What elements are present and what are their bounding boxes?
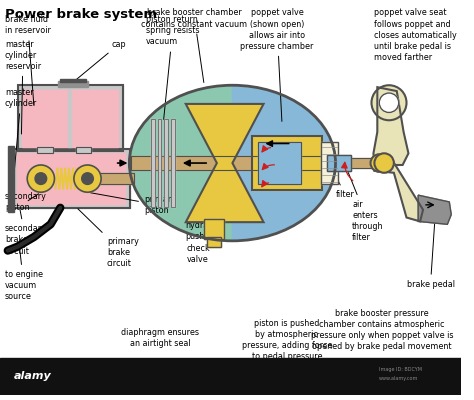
- Bar: [8, 146, 14, 212]
- Text: brake fluid
in reservoir: brake fluid in reservoir: [5, 15, 51, 105]
- Text: brake booster chamber
contains constant vacuum: brake booster chamber contains constant …: [141, 8, 247, 82]
- Text: secondary
brake
circuit: secondary brake circuit: [5, 210, 47, 256]
- Bar: [18, 85, 123, 151]
- Bar: [252, 136, 322, 190]
- Bar: [327, 155, 351, 171]
- Bar: [207, 237, 221, 247]
- Bar: [204, 220, 224, 239]
- Bar: [164, 119, 168, 207]
- Bar: [252, 136, 322, 190]
- Bar: [12, 150, 130, 208]
- Circle shape: [374, 153, 394, 173]
- Bar: [131, 156, 345, 170]
- Circle shape: [74, 165, 101, 192]
- Circle shape: [27, 165, 55, 192]
- Bar: [151, 119, 155, 207]
- Text: to engine
vacuum
source: to engine vacuum source: [5, 250, 43, 301]
- Bar: [157, 119, 162, 207]
- Text: Power brake system: Power brake system: [5, 8, 157, 22]
- Bar: [321, 142, 338, 184]
- Circle shape: [35, 173, 46, 184]
- Bar: [157, 119, 162, 207]
- Bar: [204, 220, 224, 239]
- Bar: [0, 358, 461, 394]
- Circle shape: [379, 93, 399, 112]
- Text: www.alamy.com: www.alamy.com: [379, 376, 419, 382]
- Text: check
valve: check valve: [187, 234, 212, 264]
- Bar: [58, 81, 88, 87]
- Text: secondary
piston: secondary piston: [5, 192, 47, 212]
- Text: hydraulic
pushrod: hydraulic pushrod: [185, 176, 222, 242]
- Bar: [207, 237, 221, 247]
- Bar: [76, 148, 91, 153]
- Bar: [151, 119, 155, 207]
- Text: diaphragm ensures
an airtight seal: diaphragm ensures an airtight seal: [121, 328, 200, 348]
- Bar: [258, 142, 301, 184]
- Bar: [76, 148, 91, 153]
- Bar: [68, 90, 71, 146]
- Polygon shape: [232, 85, 336, 241]
- Bar: [171, 119, 175, 207]
- Polygon shape: [129, 85, 232, 241]
- Bar: [60, 80, 86, 82]
- Bar: [18, 85, 123, 151]
- Polygon shape: [186, 104, 264, 222]
- Bar: [12, 150, 130, 208]
- Text: air
enters
through
filter: air enters through filter: [346, 168, 383, 242]
- Bar: [164, 119, 168, 207]
- Bar: [131, 156, 345, 170]
- Text: master
cylinder
reservoir: master cylinder reservoir: [5, 40, 41, 134]
- Text: poppet valve seat
follows poppet and
closes automatically
until brake pedal is
m: poppet valve seat follows poppet and clo…: [374, 8, 457, 62]
- Polygon shape: [374, 87, 409, 165]
- Bar: [37, 148, 53, 153]
- Text: cap: cap: [75, 40, 127, 80]
- Bar: [345, 158, 379, 168]
- Circle shape: [371, 154, 388, 172]
- Bar: [17, 153, 126, 204]
- Text: filter: filter: [331, 166, 355, 199]
- Bar: [258, 142, 301, 184]
- Bar: [37, 148, 53, 153]
- Circle shape: [372, 85, 407, 120]
- Text: alamy: alamy: [14, 371, 51, 381]
- Text: poppet valve
(shown open)
allows air into
pressure chamber: poppet valve (shown open) allows air int…: [240, 8, 314, 121]
- Text: Image ID: BDCYM: Image ID: BDCYM: [379, 367, 422, 372]
- Bar: [345, 158, 379, 168]
- Bar: [171, 119, 175, 207]
- Text: primary
piston: primary piston: [90, 193, 176, 215]
- Circle shape: [82, 173, 93, 184]
- Polygon shape: [374, 161, 423, 221]
- Text: brake pedal: brake pedal: [407, 210, 455, 289]
- Bar: [97, 173, 134, 184]
- Bar: [97, 173, 134, 184]
- Bar: [327, 155, 351, 171]
- Polygon shape: [418, 195, 451, 224]
- Bar: [321, 142, 338, 184]
- Text: piston return
spring resists
vacuum: piston return spring resists vacuum: [146, 15, 200, 120]
- Text: primary
brake
circuit: primary brake circuit: [78, 209, 139, 268]
- Text: brake booster pressure
chamber contains atmospheric
pressure only when poppet va: brake booster pressure chamber contains …: [311, 309, 454, 351]
- Bar: [22, 90, 118, 146]
- Text: piston is pushed
by atmospheric
pressure, adding force
to pedal pressure: piston is pushed by atmospheric pressure…: [242, 319, 332, 361]
- Text: master
cylinder: master cylinder: [5, 88, 37, 176]
